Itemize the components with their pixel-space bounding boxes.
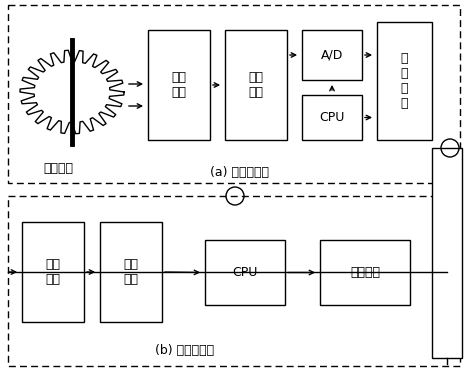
Text: 相应接口: 相应接口 — [350, 266, 380, 279]
Text: 模拟
处理: 模拟 处理 — [249, 71, 264, 99]
Bar — [148, 30, 210, 140]
Text: 串并
转换: 串并 转换 — [124, 258, 139, 286]
Bar — [22, 222, 84, 322]
Bar — [205, 240, 285, 305]
Text: (a) 高压端电路: (a) 高压端电路 — [211, 166, 269, 178]
Bar — [432, 148, 462, 358]
Text: 电
光
转
换: 电 光 转 换 — [401, 52, 408, 110]
Bar — [377, 22, 432, 140]
Text: 光电
转换: 光电 转换 — [46, 258, 61, 286]
Text: 输入
缓冲: 输入 缓冲 — [172, 71, 187, 99]
Text: (b) 低压端电路: (b) 低压端电路 — [156, 344, 215, 356]
Bar — [302, 30, 362, 80]
Bar — [225, 30, 287, 140]
Text: 空心线圈: 空心线圈 — [43, 161, 73, 175]
Bar — [320, 240, 410, 305]
Bar — [302, 95, 362, 140]
Text: CPU: CPU — [319, 111, 345, 124]
Text: A/D: A/D — [321, 48, 343, 62]
Text: CPU: CPU — [232, 266, 258, 279]
Bar — [8, 5, 460, 183]
Bar — [8, 196, 460, 366]
Bar — [100, 222, 162, 322]
